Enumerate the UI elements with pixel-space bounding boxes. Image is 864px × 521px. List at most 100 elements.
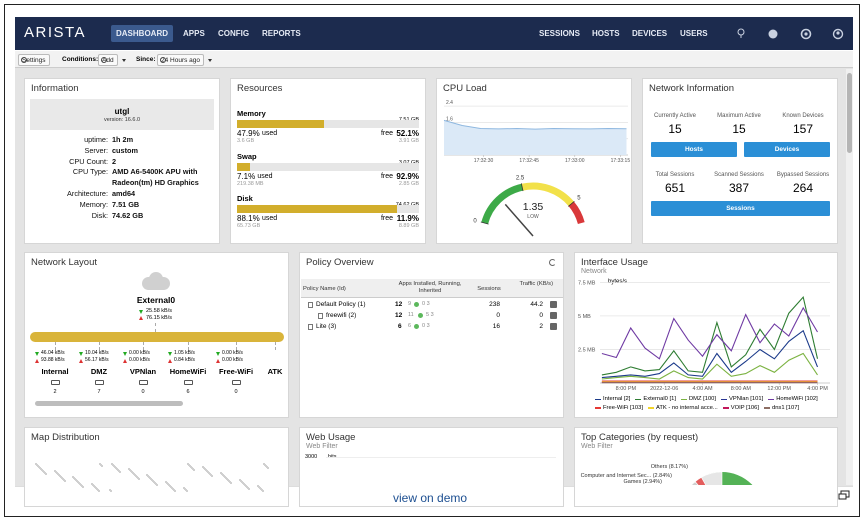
edit-button[interactable]: [550, 312, 557, 319]
map-dot: [146, 474, 148, 476]
usage-bar: [237, 120, 325, 128]
map-dot: [172, 488, 174, 490]
scroll-thumb[interactable]: [847, 73, 852, 153]
refresh-icon[interactable]: [549, 259, 556, 266]
usage-bar: [237, 162, 250, 171]
resource-name: Disk: [237, 194, 253, 203]
map-dot: [58, 474, 60, 476]
info-label: Architecture:: [67, 188, 108, 198]
apps-installed: 12: [395, 312, 403, 319]
map-dot: [267, 467, 269, 469]
map-dot: [117, 469, 119, 471]
up-rate: 0.00 kB/s: [222, 357, 243, 363]
map-dot: [187, 463, 189, 465]
up-arrow: [35, 359, 39, 363]
host-name: utgl: [114, 107, 130, 116]
card-title: Network Layout: [31, 257, 98, 268]
map-dot: [169, 485, 171, 487]
window-icon[interactable]: [838, 490, 850, 500]
legend-label: VPNlan [101]: [729, 396, 764, 402]
table-header: [301, 279, 563, 298]
demo-link[interactable]: view on demo: [393, 491, 468, 505]
map-dot: [75, 479, 77, 481]
map-dot: [151, 479, 153, 481]
nav-item[interactable]: APPS: [183, 29, 205, 38]
edit-button[interactable]: [550, 301, 557, 308]
column-header: Sessions: [477, 286, 501, 292]
host-box: utgl version: 16.6.0: [30, 99, 214, 130]
stat-value: 651: [664, 181, 686, 195]
device-icon: [95, 380, 104, 385]
map-dot: [203, 467, 205, 469]
map-dot: [132, 472, 134, 474]
legend-swatch: [768, 398, 775, 400]
map-dot: [188, 464, 190, 466]
device-icon: [232, 380, 241, 385]
blue-button[interactable]: Sessions: [651, 201, 830, 216]
blue-button[interactable]: Hosts: [651, 142, 737, 157]
map-dot: [131, 471, 133, 473]
sessions: 0: [496, 312, 500, 319]
map-dot: [63, 479, 65, 481]
map-dot: [167, 483, 169, 485]
nav-item[interactable]: SESSIONS: [539, 29, 580, 38]
free-percent: 52.1%: [396, 129, 419, 138]
policy-name: freewifi (2): [326, 312, 357, 319]
blue-button[interactable]: Devices: [744, 142, 830, 157]
interface-name: Free-WiFi: [218, 367, 254, 376]
info-value: 2: [112, 156, 117, 166]
traffic: 44.2: [530, 301, 543, 308]
map-dot: [111, 463, 113, 465]
map-dot: [38, 466, 40, 468]
nav-item[interactable]: HOSTS: [592, 29, 620, 38]
nav-item[interactable]: DASHBOARD: [111, 25, 173, 42]
user-icon[interactable]: [832, 28, 844, 40]
free-word: free: [380, 215, 393, 222]
device-count: 7: [97, 389, 101, 395]
map-dot: [207, 471, 209, 473]
map-dot: [54, 470, 56, 472]
stat-value: 15: [732, 122, 746, 136]
map-dot: [113, 465, 115, 467]
card-title: Web Usage: [306, 432, 356, 443]
down-arrow: [79, 352, 83, 356]
used-percent: 47.9%: [237, 129, 260, 138]
scrollbar[interactable]: [846, 69, 853, 485]
info-row: Disk: 74.62 GB: [30, 211, 215, 222]
help-icon[interactable]: [768, 29, 778, 39]
nav-item[interactable]: DEVICES: [632, 29, 668, 38]
map-dot: [226, 478, 228, 480]
column-header: Traffic (KB/s): [519, 281, 554, 287]
used-percent: 7.1%: [237, 171, 256, 181]
map-dot: [62, 478, 64, 480]
nav-item[interactable]: REPORTS: [262, 29, 301, 38]
apps-inherited: 0 3: [422, 301, 430, 307]
map-dot: [192, 468, 194, 470]
support-icon[interactable]: [800, 28, 812, 40]
card: Network Layout External0 25.58 kB/s 76.15 k…: [24, 252, 289, 418]
map-dot: [129, 469, 131, 471]
stat-label: Bypassed Sessions: [776, 172, 830, 178]
bulb-icon[interactable]: [737, 28, 745, 38]
map-dot: [224, 476, 226, 478]
caret-icon: [208, 59, 212, 62]
grid-line: [326, 457, 556, 458]
map-dot: [60, 476, 62, 478]
edit-button[interactable]: [550, 323, 557, 330]
map-dot: [166, 482, 168, 484]
h-scroll[interactable]: [35, 401, 183, 406]
map-dot: [97, 489, 99, 491]
map-dot: [101, 465, 103, 467]
range-button[interactable]: 24 Hours ago: [157, 54, 205, 66]
down-arrow: [35, 352, 39, 356]
nav-item[interactable]: CONFIG: [218, 29, 250, 38]
map-dot: [223, 475, 225, 477]
legend-label: dns1 [107]: [771, 404, 800, 411]
map-dot: [259, 487, 261, 489]
column-header: Apps Installed, Running, Inherited: [398, 281, 462, 294]
map-dot: [128, 468, 130, 470]
nav-item[interactable]: USERS: [680, 29, 708, 38]
circle-icon: [101, 57, 107, 63]
info-row: uptime: 1h 2m: [30, 135, 215, 146]
map-dot: [149, 477, 151, 479]
